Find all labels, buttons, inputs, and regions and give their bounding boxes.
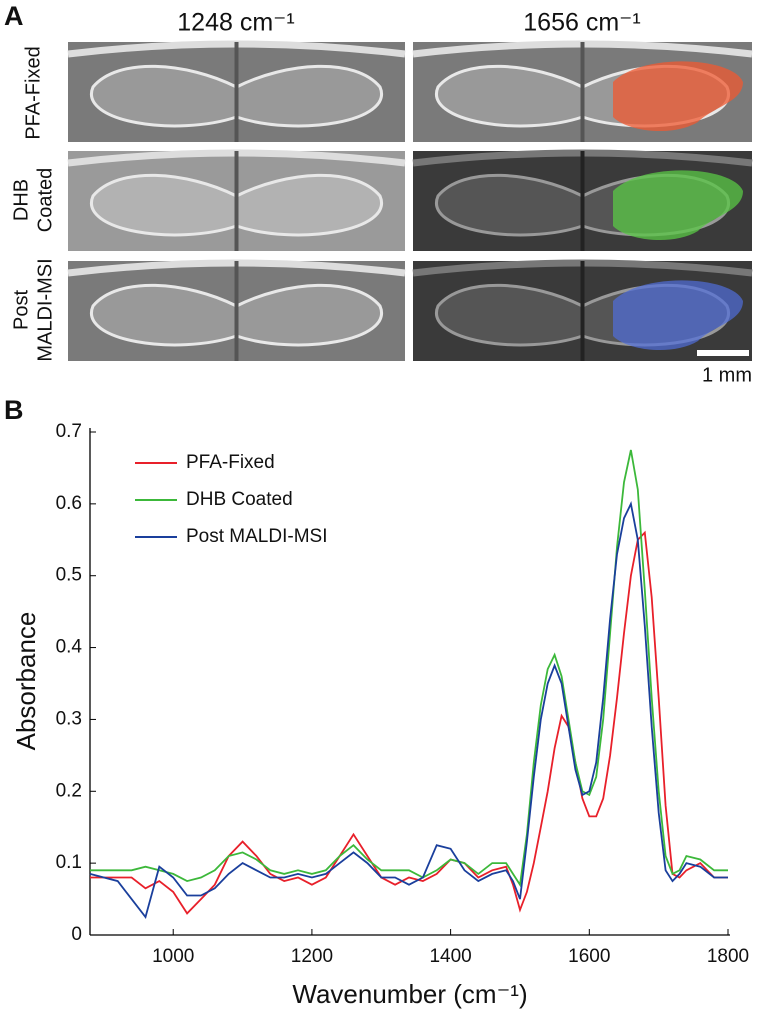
column-label: 1656 cm⁻¹ [523, 9, 640, 37]
y-tick-label: 0.1 [56, 852, 82, 873]
x-tick-label: 1600 [568, 946, 610, 967]
legend-label: Post MALDI-MSI [186, 526, 327, 547]
row-label: MALDI-MSI [34, 258, 56, 361]
legend-label: DHB Coated [186, 489, 293, 510]
scale-label: 1 mm [702, 364, 752, 386]
x-tick-label: 1200 [291, 946, 333, 967]
panel-label: B [4, 395, 24, 425]
y-tick-label: 0.7 [56, 421, 82, 442]
region-overlay [613, 61, 743, 132]
series-line [89, 501, 728, 919]
image-grid [67, 40, 753, 361]
row-label: PFA-Fixed [22, 46, 44, 139]
y-tick-label: 0.3 [56, 708, 82, 729]
x-tick-label: 1000 [152, 946, 194, 967]
x-tick-label: 1400 [429, 946, 471, 967]
y-axis-label: Absorbance [11, 612, 41, 751]
scale-bar [697, 350, 749, 356]
row-label: Coated [34, 168, 56, 233]
series-line [90, 449, 728, 888]
y-tick-label: 0.5 [56, 565, 82, 586]
y-tick-label: 0.2 [56, 780, 82, 801]
region-overlay [613, 280, 743, 351]
row-label: DHB [10, 179, 32, 221]
legend-label: PFA-Fixed [186, 452, 275, 473]
y-tick-label: 0 [71, 924, 82, 945]
y-tick-label: 0.4 [56, 637, 83, 658]
row-label: Post [10, 290, 32, 330]
column-label: 1248 cm⁻¹ [177, 9, 294, 37]
y-tick-label: 0.6 [56, 493, 82, 514]
region-overlay [613, 170, 743, 241]
x-axis-label: Wavenumber (cm⁻¹) [292, 979, 527, 1009]
panel-label: A [4, 1, 24, 31]
x-tick-label: 1800 [707, 946, 749, 967]
series-line [90, 530, 728, 915]
